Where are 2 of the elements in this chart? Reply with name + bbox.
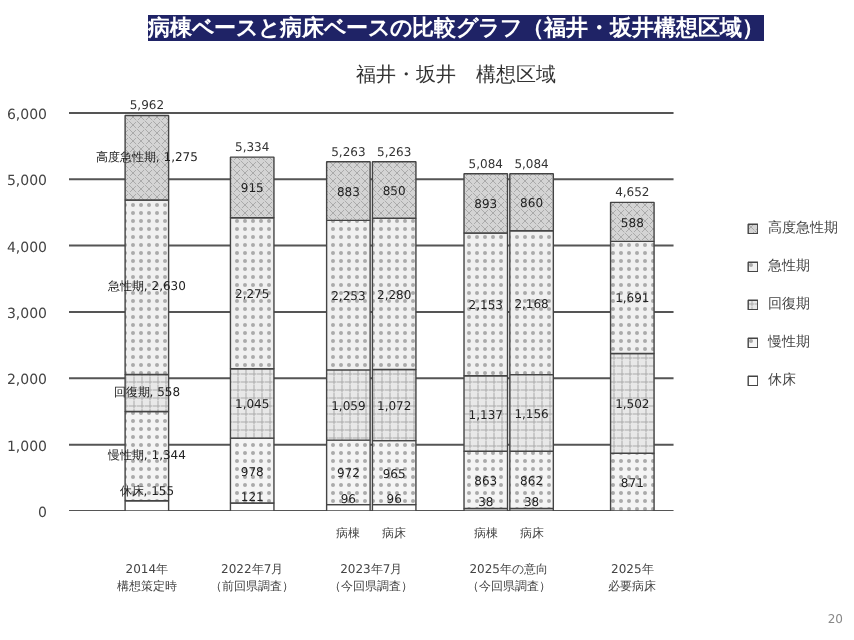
chart-title: 病棟ベースと病床ベースの比較グラフ（福井・坂井構想区域）	[146, 15, 764, 41]
chart-subtitle: 福井・坂井 構想区域	[356, 63, 556, 87]
